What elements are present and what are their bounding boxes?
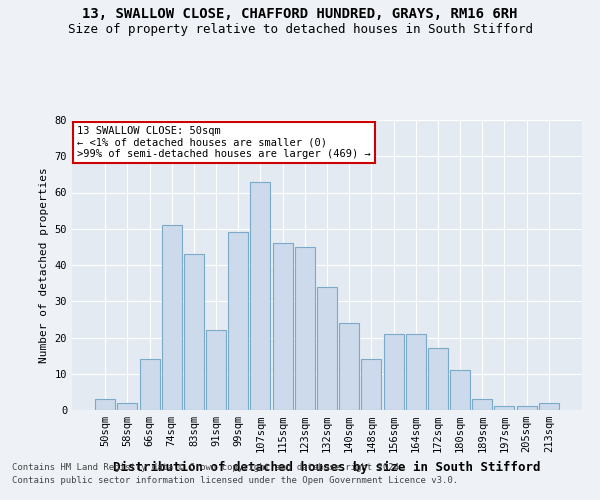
Y-axis label: Number of detached properties: Number of detached properties: [39, 167, 49, 363]
X-axis label: Distribution of detached houses by size in South Stifford: Distribution of detached houses by size …: [113, 460, 541, 474]
Bar: [228, 232, 248, 410]
Text: Contains HM Land Registry data © Crown copyright and database right 2024.: Contains HM Land Registry data © Crown c…: [12, 464, 404, 472]
Bar: [162, 225, 182, 410]
Bar: [494, 406, 514, 410]
Bar: [95, 399, 115, 410]
Bar: [118, 403, 137, 410]
Bar: [406, 334, 426, 410]
Text: 13, SWALLOW CLOSE, CHAFFORD HUNDRED, GRAYS, RM16 6RH: 13, SWALLOW CLOSE, CHAFFORD HUNDRED, GRA…: [82, 8, 518, 22]
Bar: [206, 330, 226, 410]
Bar: [539, 403, 559, 410]
Bar: [361, 359, 382, 410]
Text: Contains public sector information licensed under the Open Government Licence v3: Contains public sector information licen…: [12, 476, 458, 485]
Bar: [250, 182, 271, 410]
Bar: [272, 244, 293, 410]
Bar: [295, 247, 315, 410]
Bar: [339, 323, 359, 410]
Bar: [383, 334, 404, 410]
Text: 13 SWALLOW CLOSE: 50sqm
← <1% of detached houses are smaller (0)
>99% of semi-de: 13 SWALLOW CLOSE: 50sqm ← <1% of detache…: [77, 126, 371, 159]
Bar: [317, 287, 337, 410]
Bar: [450, 370, 470, 410]
Text: Size of property relative to detached houses in South Stifford: Size of property relative to detached ho…: [67, 22, 533, 36]
Bar: [472, 399, 492, 410]
Bar: [184, 254, 204, 410]
Bar: [140, 359, 160, 410]
Bar: [517, 406, 536, 410]
Bar: [428, 348, 448, 410]
